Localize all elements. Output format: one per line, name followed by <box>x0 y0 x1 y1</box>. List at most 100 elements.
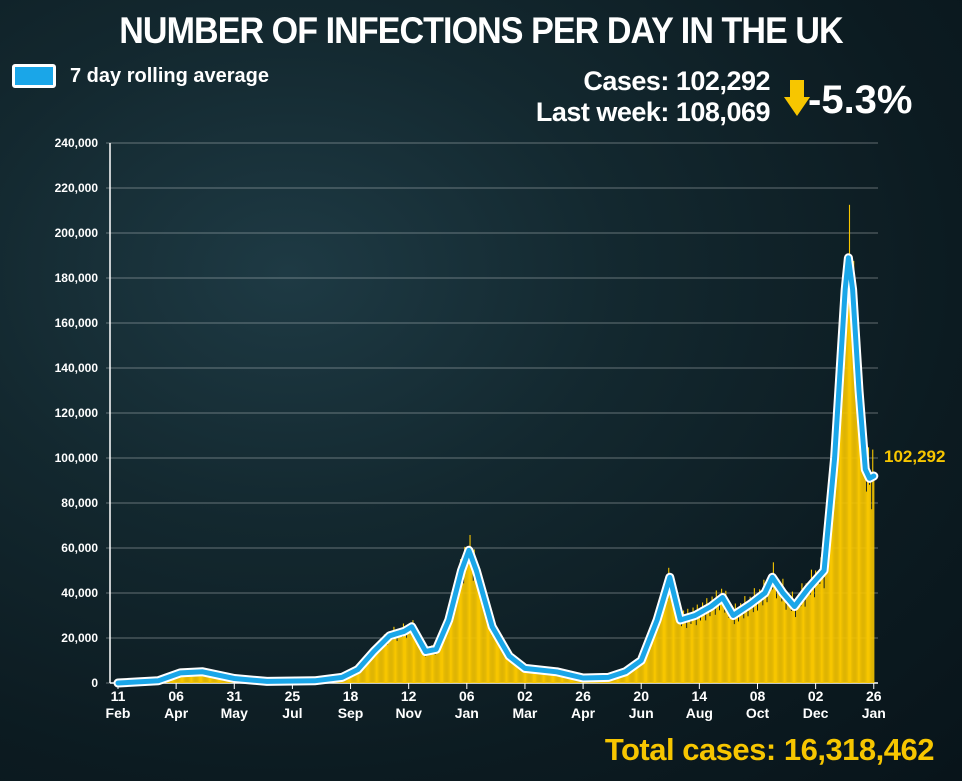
daily-bar <box>844 275 846 683</box>
daily-bar <box>510 661 512 683</box>
daily-bar <box>416 632 418 683</box>
daily-bar <box>728 617 730 683</box>
x-tick-day: 06 <box>459 688 475 704</box>
daily-bar <box>678 614 680 683</box>
daily-bar <box>864 465 866 683</box>
daily-bar <box>679 618 681 683</box>
y-tick-label: 100,000 <box>55 451 99 465</box>
legend: 7 day rolling average <box>12 64 269 88</box>
daily-bar <box>845 274 847 683</box>
y-tick-label: 20,000 <box>61 631 98 645</box>
daily-bar <box>400 634 402 683</box>
daily-bar <box>674 601 676 683</box>
daily-bar <box>434 654 436 683</box>
daily-bar <box>520 667 522 683</box>
daily-bar <box>198 670 200 683</box>
daily-bar <box>816 573 818 683</box>
daily-bar <box>390 635 392 683</box>
daily-bar <box>548 672 550 683</box>
daily-bar <box>718 610 721 683</box>
daily-bar <box>658 604 660 683</box>
daily-bar <box>840 367 842 683</box>
daily-bar <box>771 589 773 683</box>
daily-bar <box>672 593 674 683</box>
daily-bar <box>687 608 689 683</box>
daily-bar <box>803 591 805 683</box>
daily-bar <box>499 640 501 683</box>
daily-bar <box>540 668 542 683</box>
daily-bar <box>465 555 467 683</box>
daily-bar <box>853 260 855 683</box>
daily-bar <box>721 588 723 683</box>
daily-bar <box>815 570 817 683</box>
daily-bar <box>705 620 707 683</box>
daily-bar <box>541 670 543 683</box>
daily-bar <box>755 596 758 683</box>
daily-bar <box>443 630 445 683</box>
daily-bar <box>846 302 848 683</box>
down-arrow-icon <box>784 80 810 116</box>
daily-bar <box>470 560 472 683</box>
daily-bar <box>484 599 486 683</box>
x-tick-month: Apr <box>571 705 596 721</box>
daily-bar <box>469 534 471 683</box>
y-tick-label: 120,000 <box>55 406 99 420</box>
daily-bar <box>204 671 206 683</box>
daily-bar <box>734 603 736 683</box>
daily-bar <box>197 673 199 683</box>
daily-bar <box>776 598 778 683</box>
daily-bar <box>748 602 750 683</box>
daily-bar <box>178 674 180 683</box>
daily-bar <box>406 638 408 683</box>
daily-bar <box>398 629 400 683</box>
daily-bar <box>785 609 787 683</box>
daily-bar <box>418 640 420 683</box>
daily-bar <box>193 671 195 683</box>
daily-bar <box>723 599 725 683</box>
daily-bar <box>191 671 193 683</box>
daily-bar <box>713 604 715 683</box>
daily-bar <box>356 670 358 683</box>
daily-bar <box>531 669 533 683</box>
daily-bar <box>665 594 667 683</box>
daily-bar <box>809 594 811 683</box>
daily-bar <box>545 669 547 683</box>
daily-bar <box>756 610 759 683</box>
daily-bar <box>708 605 710 683</box>
daily-bar <box>823 588 825 683</box>
daily-bar <box>689 615 691 683</box>
daily-bar <box>363 664 365 683</box>
x-tick-month: Apr <box>164 705 189 721</box>
daily-bar <box>507 650 509 683</box>
daily-bar <box>825 541 827 683</box>
daily-bar <box>702 602 704 683</box>
daily-bar <box>797 597 799 683</box>
daily-bar <box>462 565 464 683</box>
daily-bar <box>393 626 395 683</box>
daily-bar <box>379 642 381 683</box>
daily-bar <box>554 671 556 683</box>
daily-bar <box>373 655 375 683</box>
daily-bar <box>719 598 722 683</box>
daily-bar <box>752 612 754 683</box>
daily-bar <box>655 624 657 683</box>
daily-bar <box>562 674 564 683</box>
daily-bar <box>426 648 428 683</box>
daily-bar <box>810 569 812 683</box>
daily-bar <box>681 621 684 683</box>
daily-bar <box>830 498 833 683</box>
daily-bar <box>732 616 734 683</box>
x-tick-month: Aug <box>686 705 713 721</box>
daily-bar <box>742 610 744 683</box>
daily-bar <box>704 609 706 683</box>
daily-bar <box>715 590 717 683</box>
cases-text: Cases: 102,292 <box>583 66 770 96</box>
daily-bar <box>727 604 729 683</box>
daily-bar <box>561 672 563 683</box>
x-tick-day: 26 <box>866 688 882 704</box>
daily-bar <box>435 645 437 683</box>
daily-bar <box>673 582 675 683</box>
daily-bar <box>698 611 700 683</box>
daily-bar <box>451 610 453 683</box>
daily-bar <box>740 603 742 683</box>
